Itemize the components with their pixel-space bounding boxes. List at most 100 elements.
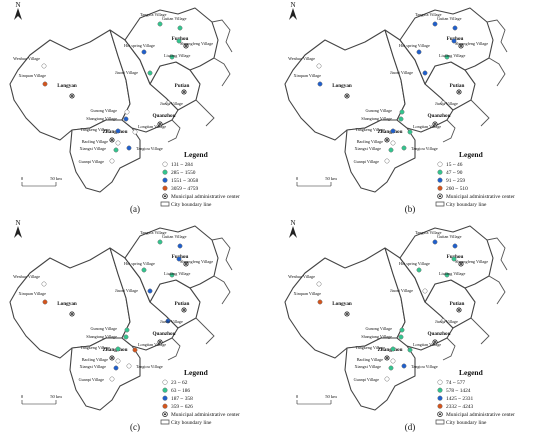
village-marker-shuangfeng bbox=[451, 256, 457, 262]
city-label-longyan: Longyan bbox=[332, 301, 352, 307]
scale-zero-label: 0 bbox=[296, 176, 299, 181]
city-label-zhangzhou: Zhangzhou bbox=[102, 129, 127, 135]
coastline bbox=[486, 237, 508, 271]
village-marker-wenhuo bbox=[316, 281, 322, 287]
legend-swatch-class-1 bbox=[162, 161, 168, 167]
municipal-center-zhangzhou bbox=[109, 137, 115, 143]
scale-zero-label: 0 bbox=[21, 394, 24, 399]
legend-range-3: 187 ~ 358 bbox=[171, 396, 193, 402]
coastline bbox=[488, 57, 506, 87]
village-label-shangtang: Shangtang Village bbox=[361, 116, 392, 121]
village-marker-shuangfeng bbox=[451, 38, 457, 44]
village-marker-guitan bbox=[177, 243, 183, 249]
legend-title: Legend bbox=[184, 368, 209, 377]
village-marker-shangtang bbox=[123, 116, 129, 122]
legend-range-3: 1551 ~ 3058 bbox=[171, 178, 198, 184]
legend-boundary-label: City boundary line bbox=[446, 420, 487, 426]
village-marker-hot_spring bbox=[416, 49, 422, 55]
legend-boundary-label: City boundary line bbox=[171, 420, 212, 426]
city-label-longyan: Longyan bbox=[57, 83, 77, 89]
scale-distance-label: 50 km bbox=[50, 176, 62, 181]
village-marker-hot_spring bbox=[141, 267, 147, 273]
legend-range-3: 1425 ~ 2331 bbox=[446, 396, 473, 402]
village-label-xinquan: Xinquan Village bbox=[19, 291, 47, 296]
legend-range-2: 578 ~ 1424 bbox=[446, 388, 471, 394]
coastline bbox=[195, 317, 215, 345]
municipal-center-longyan bbox=[69, 311, 75, 317]
map-panel-0: NFuzhouPutianQuanzhouZhangzhouLongyanTan… bbox=[9, 1, 240, 214]
legend-swatch-class-3 bbox=[437, 177, 443, 183]
village-marker-guitan bbox=[452, 25, 458, 31]
village-marker-xinquan bbox=[42, 299, 48, 305]
village-label-hot_spring: Hot spring Village bbox=[399, 261, 430, 266]
north-arrow-icon: N bbox=[14, 1, 22, 20]
village-label-jiaoxi: Jiaoxi Village bbox=[390, 288, 413, 293]
village-marker-longtian bbox=[407, 129, 413, 135]
scale-bar: 0 50 km bbox=[21, 176, 62, 187]
map-panel-2: NFuzhouPutianQuanzhouZhangzhouLongyanTan… bbox=[9, 219, 240, 432]
village-marker-jiaoxi bbox=[422, 70, 428, 76]
legend-range-2: 285 ~ 1550 bbox=[171, 170, 196, 176]
municipal-center-longyan bbox=[344, 311, 350, 317]
city-label-zhangzhou: Zhangzhou bbox=[377, 347, 402, 353]
municipal-center-putian bbox=[456, 307, 462, 313]
legend-range-1: 131 ~ 284 bbox=[171, 162, 193, 168]
village-marker-tangxia bbox=[432, 239, 438, 245]
municipal-center-quanzhou bbox=[157, 121, 163, 127]
village-label-wenhuo: Wenhuo Village bbox=[288, 274, 315, 279]
village-marker-xinquan bbox=[317, 299, 323, 305]
village-marker-baoling bbox=[115, 358, 121, 364]
village-label-shangtang: Shangtang Village bbox=[86, 116, 117, 121]
village-marker-longtian bbox=[132, 347, 138, 353]
legend: Legend 15 ~ 46 47 ~ 90 91 ~ 259 260 ~ 510 Mun… bbox=[435, 150, 515, 208]
village-marker-tangkeng bbox=[115, 128, 121, 134]
legend-swatch-class-2 bbox=[437, 169, 443, 175]
north-arrow-icon: N bbox=[289, 1, 297, 20]
coastline bbox=[211, 19, 233, 53]
village-label-baoling: Baoling Village bbox=[82, 139, 108, 144]
legend-center-label: Municipal administrative center bbox=[171, 194, 240, 200]
scale-bar: 0 50 km bbox=[296, 176, 337, 187]
village-label-xiangxi: Xiangxi Village bbox=[354, 364, 381, 369]
village-label-baoling: Baoling Village bbox=[357, 357, 383, 362]
village-label-shuangfeng: Shuangfeng Village bbox=[180, 259, 213, 264]
village-label-tangtou: Tangtou Village bbox=[411, 146, 438, 151]
legend-range-2: 63 ~ 186 bbox=[171, 388, 190, 394]
city-label-quanzhou: Quanzhou bbox=[427, 113, 450, 119]
legend-range-1: 23 ~ 62 bbox=[171, 380, 188, 386]
village-marker-tangtou bbox=[401, 363, 407, 369]
coastline bbox=[488, 275, 506, 305]
legend-swatch-class-4 bbox=[162, 185, 168, 191]
legend-swatch-class-2 bbox=[162, 387, 168, 393]
village-label-wenhuo: Wenhuo Village bbox=[13, 274, 40, 279]
village-marker-jiaoxi bbox=[147, 288, 153, 294]
village-marker-jiushi bbox=[165, 318, 171, 324]
village-label-liufang: Liufang Village bbox=[439, 53, 465, 58]
legend-range-1: 15 ~ 46 bbox=[446, 162, 463, 168]
legend-swatch-class-3 bbox=[162, 177, 168, 183]
village-marker-wenhuo bbox=[41, 63, 47, 69]
village-label-guanpi: Guanpi Village bbox=[354, 377, 380, 382]
village-marker-tangxia bbox=[432, 21, 438, 27]
village-marker-xiangxi bbox=[113, 147, 119, 153]
village-label-tangtou: Tangtou Village bbox=[136, 146, 163, 151]
legend-swatch-class-3 bbox=[437, 395, 443, 401]
village-label-longtian: Longtian Village bbox=[413, 342, 441, 347]
legend: Legend 131 ~ 284 285 ~ 1550 1551 ~ 3058 3059… bbox=[160, 150, 240, 208]
municipal-center-longyan bbox=[69, 93, 75, 99]
village-marker-tangtou bbox=[126, 363, 132, 369]
legend-boundary-label: City boundary line bbox=[171, 202, 212, 208]
village-marker-shangtang bbox=[123, 334, 129, 340]
village-label-tangtou: Tangtou Village bbox=[411, 364, 438, 369]
coastline bbox=[470, 99, 490, 127]
village-label-tangkeng: Tangkeng Village bbox=[81, 345, 111, 350]
coastline bbox=[486, 19, 508, 53]
village-label-longtian: Longtian Village bbox=[138, 124, 166, 129]
village-marker-xiangxi bbox=[388, 147, 394, 153]
village-marker-tangxia bbox=[157, 21, 163, 27]
village-label-shangtang: Shangtang Village bbox=[361, 334, 392, 339]
village-label-tangkeng: Tangkeng Village bbox=[356, 345, 386, 350]
village-label-xiangxi: Xiangxi Village bbox=[79, 364, 106, 369]
village-marker-jiushi bbox=[440, 100, 446, 106]
scale-zero-label: 0 bbox=[21, 176, 24, 181]
